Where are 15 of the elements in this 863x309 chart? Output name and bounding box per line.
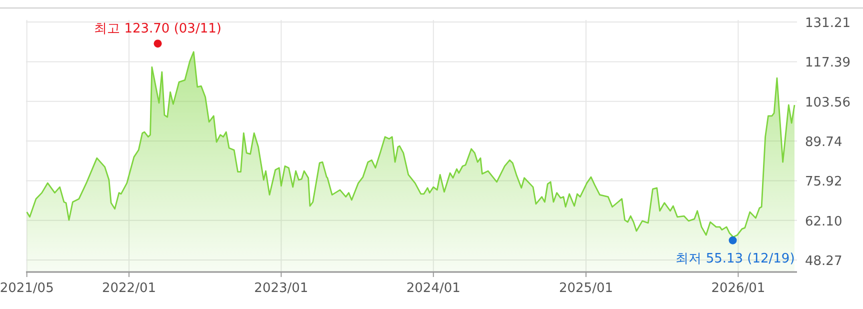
y-tick-label: 75.92 bbox=[805, 174, 842, 190]
y-tick-label: 48.27 bbox=[805, 254, 842, 270]
x-tick-label: 2023/01 bbox=[254, 281, 308, 296]
x-tick-label: 2022/01 bbox=[102, 281, 156, 296]
x-tick-label: 2024/01 bbox=[406, 281, 460, 296]
y-tick-label: 89.74 bbox=[805, 135, 842, 150]
x-tick-label: 2025/01 bbox=[559, 281, 614, 296]
annotation: 최저 55.13 (12/19) bbox=[676, 251, 795, 266]
annotation: 최고 123.70 (03/11) bbox=[94, 22, 222, 37]
y-tick-label: 62.10 bbox=[805, 214, 842, 230]
y-tick-label: 131.21 bbox=[805, 16, 850, 32]
y-tick-label: 117.39 bbox=[805, 56, 850, 71]
x-tick-label: 2026/01 bbox=[711, 281, 766, 296]
y-tick-label: 103.56 bbox=[805, 95, 850, 110]
x-tick-label: 2021/05 bbox=[0, 281, 54, 296]
